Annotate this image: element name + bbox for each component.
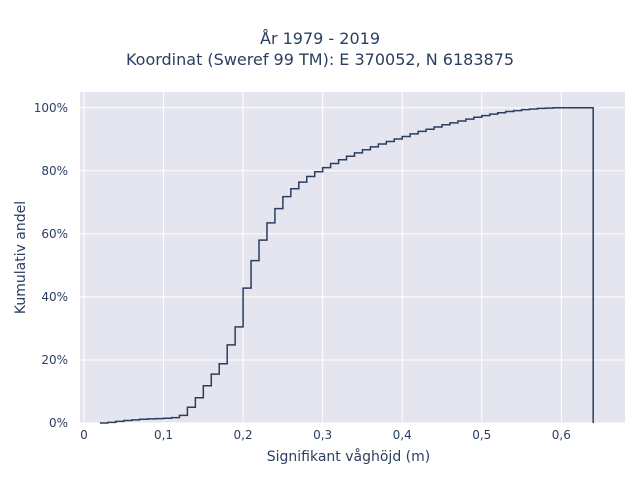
y-tick-label: 0% <box>49 416 68 430</box>
y-axis-ticks: 0% 20% 40% 60% 80% 100% <box>34 101 68 430</box>
x-axis-ticks: 0 0,1 0,2 0,3 0,4 0,5 0,6 <box>80 428 571 442</box>
y-tick-label: 100% <box>34 101 68 115</box>
y-tick-label: 80% <box>41 164 68 178</box>
y-tick-label: 60% <box>41 227 68 241</box>
x-tick-label: 0 <box>80 428 88 442</box>
x-tick-label: 0,1 <box>154 428 173 442</box>
chart-title-line1: År 1979 - 2019 <box>260 29 380 48</box>
grid <box>80 92 625 424</box>
series-layer <box>99 107 594 424</box>
x-tick-label: 0,4 <box>393 428 412 442</box>
y-tick-label: 20% <box>41 353 68 367</box>
x-tick-label: 0,2 <box>234 428 253 442</box>
x-tick-label: 0,6 <box>552 428 571 442</box>
series-line <box>99 107 594 424</box>
x-axis-title: Signifikant våghöjd (m) <box>267 448 430 465</box>
chart-title: År 1979 - 2019 Koordinat (Sweref 99 TM):… <box>0 28 640 70</box>
y-tick-label: 40% <box>41 290 68 304</box>
x-tick-label: 0,3 <box>313 428 332 442</box>
chart-title-line2: Koordinat (Sweref 99 TM): E 370052, N 61… <box>125 50 515 69</box>
y-axis-title: Kumulativ andel <box>13 201 29 314</box>
x-tick-label: 0,5 <box>472 428 491 442</box>
plot-area <box>80 92 625 423</box>
